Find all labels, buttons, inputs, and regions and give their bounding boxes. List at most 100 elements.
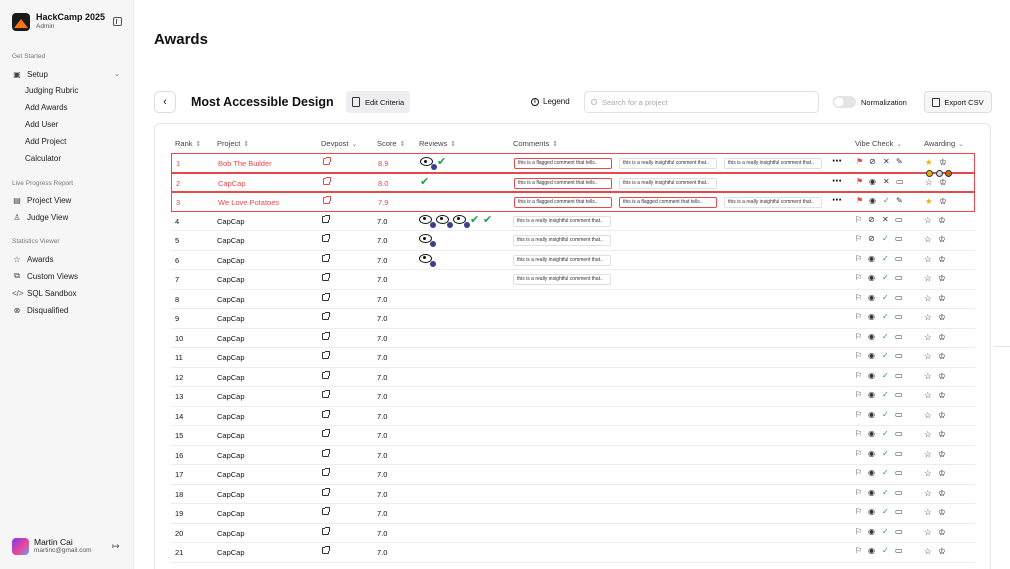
star-icon[interactable]: ☆ (924, 331, 932, 342)
project-name[interactable]: CapCap (217, 509, 245, 518)
star-icon[interactable]: ☆ (924, 468, 932, 478)
star-icon[interactable]: ☆ (924, 390, 932, 400)
more-options-icon[interactable]: ⋯ (832, 195, 842, 206)
check-icon[interactable]: ✓ (882, 390, 889, 399)
external-link-icon[interactable] (322, 526, 330, 535)
trophy-icon[interactable]: ♔ (938, 468, 946, 478)
external-link-icon[interactable] (322, 546, 330, 554)
project-name[interactable]: CapCap (217, 333, 245, 343)
review-eye-icon[interactable] (419, 253, 436, 267)
check-icon[interactable]: ✓ (882, 507, 889, 516)
project-name[interactable]: CapCap (217, 216, 245, 226)
table-row[interactable]: 7 CapCap 7.0 this is a really insightful co… (171, 270, 975, 290)
comment-chip[interactable]: this is a really insightful comment that… (513, 274, 611, 285)
check-icon[interactable]: ✓ (882, 429, 889, 438)
project-name[interactable]: CapCap (217, 255, 245, 265)
review-eye-icon[interactable] (419, 214, 436, 228)
check-icon[interactable]: ✓ (882, 331, 889, 341)
flag-icon[interactable]: ⚐ (855, 331, 863, 341)
flag-icon[interactable]: ⚐ (855, 429, 863, 438)
eye-icon[interactable]: ◉ (868, 468, 875, 477)
flag-icon[interactable]: ⚐ (855, 214, 863, 224)
external-link-icon[interactable] (322, 214, 330, 223)
external-link-icon[interactable] (322, 253, 330, 262)
message-icon[interactable]: ▭ (895, 487, 903, 497)
project-name[interactable]: CapCap (217, 294, 245, 304)
flag-icon[interactable]: ⚐ (855, 468, 863, 477)
external-link-icon[interactable] (322, 331, 330, 340)
header-comments[interactable]: Comments ⇕ (513, 139, 559, 148)
trophy-icon[interactable]: ♔ (938, 370, 946, 381)
review-eye-icon[interactable] (420, 157, 437, 170)
message-icon[interactable]: ▭ (895, 468, 903, 477)
trophy-icon[interactable]: ♔ (938, 409, 946, 420)
check-icon[interactable]: ✓ (882, 312, 889, 321)
message-icon[interactable]: ▭ (895, 273, 903, 282)
eye-icon[interactable]: ◉ (868, 312, 875, 321)
table-row[interactable]: 12 CapCap 7.0 ⚐ ◉ ✓ ▭ ☆ ♔ (171, 368, 975, 387)
message-icon[interactable]: ▭ (895, 546, 903, 555)
comment-chip[interactable]: this is a flagged comment that tells.. (514, 177, 612, 189)
eye-off-icon[interactable]: ◉ (869, 176, 876, 186)
sidebar-item-add-project[interactable]: Add Project (25, 137, 67, 146)
star-icon[interactable]: ☆ (924, 409, 932, 420)
table-row[interactable]: 1 Bob The Builder 8.9 ✔ this is a flagged co… (171, 153, 975, 173)
sidebar-item-awards[interactable]: ☆ Awards (12, 252, 124, 266)
check-icon[interactable]: ✓ (883, 196, 890, 205)
external-link-icon[interactable] (322, 487, 330, 496)
eye-icon[interactable]: ◉ (868, 273, 875, 282)
brand[interactable]: HackCamp 2025 Admin (12, 12, 105, 31)
table-row[interactable]: 20 CapCap 7.0 ⚐ ◉ ✓ ▭ ☆ ♔ (171, 524, 975, 543)
edit-criteria-button[interactable]: Edit Criteria (346, 91, 411, 113)
normalization-toggle[interactable] (833, 96, 856, 108)
trophy-icon[interactable]: ♔ (938, 312, 946, 322)
message-icon[interactable]: ▭ (895, 507, 903, 516)
eye-icon[interactable]: ◉ (868, 448, 875, 458)
star-icon[interactable]: ☆ (924, 546, 932, 556)
sidebar-item-judge-view[interactable]: ♙ Judge View (12, 210, 124, 224)
trophy-icon[interactable]: ♔ (939, 196, 947, 206)
sidebar-item-judging-rubric[interactable]: Judging Rubric (25, 86, 79, 95)
header-reviews[interactable]: Reviews ⇕ (419, 139, 457, 148)
trophy-icon[interactable]: ♔ (938, 292, 946, 303)
eye-off-icon[interactable]: ◉ (869, 196, 876, 205)
message-icon[interactable]: ▭ (895, 351, 903, 360)
trophy-icon[interactable]: ♔ (938, 234, 946, 244)
star-icon[interactable]: ☆ (924, 351, 932, 361)
x-icon[interactable]: ✕ (883, 157, 890, 166)
flag-icon[interactable]: ⚐ (855, 409, 863, 419)
flag-icon[interactable]: ⚑ (856, 157, 864, 166)
silver-medal-icon[interactable] (935, 170, 943, 177)
project-name[interactable]: CapCap (217, 411, 245, 421)
star-icon[interactable]: ☆ (924, 507, 932, 517)
eye-icon[interactable]: ◉ (868, 331, 875, 341)
trophy-icon[interactable]: ♔ (938, 448, 946, 459)
external-link-icon[interactable] (322, 429, 330, 437)
external-link-icon[interactable] (322, 370, 330, 379)
eye-icon[interactable]: ◉ (868, 507, 875, 516)
comment-chip[interactable]: this is a really insightful comment that… (724, 158, 822, 169)
star-icon[interactable]: ☆ (924, 253, 932, 264)
search-field[interactable] (584, 91, 819, 113)
comment-chip[interactable]: this is a really insightful comment that… (513, 254, 611, 266)
trophy-icon[interactable]: ♔ (938, 429, 946, 439)
flag-icon[interactable]: ⚐ (855, 487, 863, 497)
header-vibe-check[interactable]: Vibe Check ⌄ (855, 139, 903, 148)
message-icon[interactable]: ▭ (895, 214, 903, 224)
project-name[interactable]: We Love Potatoes (218, 198, 280, 207)
flag-icon[interactable]: ⚑ (856, 176, 864, 186)
review-check-icon[interactable]: ✔ (483, 213, 493, 226)
table-row[interactable]: 16 CapCap 7.0 ⚐ ◉ ✓ ▭ ☆ ♔ (171, 446, 975, 465)
star-icon[interactable]: ☆ (924, 214, 932, 225)
sidebar-toggle-icon[interactable] (113, 17, 122, 26)
star-icon[interactable]: ★ (925, 196, 933, 206)
table-row[interactable]: 9 CapCap 7.0 ⚐ ◉ ✓ ▭ ☆ ♔ (171, 309, 975, 329)
trophy-icon[interactable]: ♔ (938, 487, 946, 498)
check-icon[interactable]: ✓ (882, 234, 889, 243)
comment-chip[interactable]: this is a really insightful comment that… (619, 177, 717, 189)
project-name[interactable]: CapCap (217, 236, 245, 245)
project-name[interactable]: CapCap (217, 392, 245, 401)
eye-icon[interactable]: ◉ (868, 292, 875, 302)
header-devpost[interactable]: Devpost ⌄ (321, 139, 358, 148)
message-icon[interactable]: ▭ (895, 370, 903, 380)
